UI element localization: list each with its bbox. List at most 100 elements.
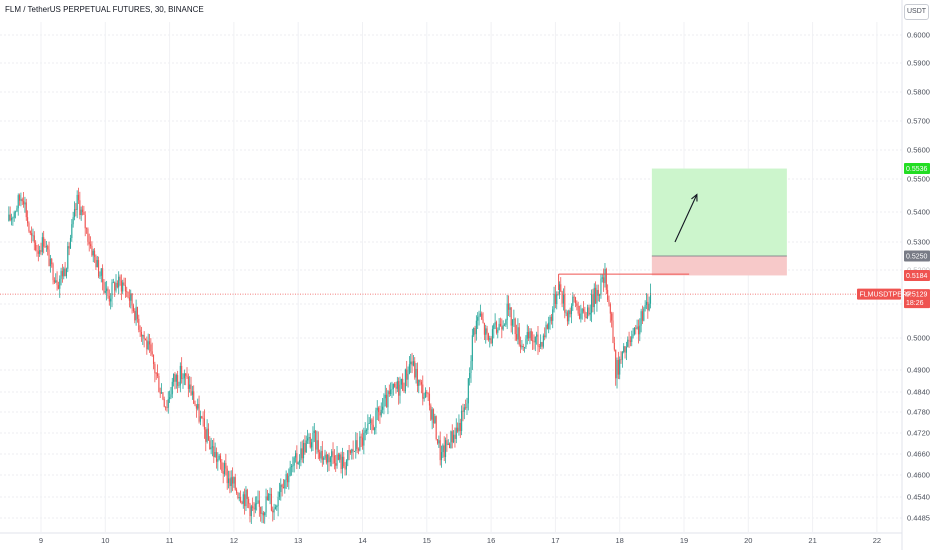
candle-body	[45, 246, 47, 248]
candle-body	[475, 320, 477, 335]
candle-body	[497, 329, 499, 333]
candle-body	[378, 407, 380, 413]
candle-body	[96, 260, 98, 268]
candle-body	[615, 349, 617, 379]
time-axis[interactable]: 9 10 11 12 13 14 15 16 17 18 19 20 21 22	[0, 532, 902, 545]
candle-body	[624, 346, 626, 353]
candle-body	[577, 305, 579, 314]
candle-body	[266, 496, 268, 501]
candle-body	[221, 462, 223, 472]
candle-body	[603, 277, 605, 283]
candle-body	[185, 373, 187, 376]
candle-body	[124, 285, 126, 292]
candle-body	[238, 497, 240, 499]
candle-body	[225, 462, 227, 469]
candle-body	[115, 282, 117, 291]
price-axis[interactable]: 0.6000 0.5900 0.5800 0.5700 0.5600 0.5500 0.54…	[901, 0, 930, 550]
candle-body	[43, 237, 45, 247]
candle-body	[462, 410, 464, 412]
candle-body	[72, 217, 74, 225]
candle-body	[446, 440, 448, 445]
currency-unit-button[interactable]: USDT	[904, 4, 929, 20]
candle-body	[280, 484, 282, 493]
candle-body	[399, 384, 401, 396]
price-tick-label: 0.4485	[907, 514, 930, 523]
price-tick-label: 0.5000	[907, 334, 930, 343]
candle-body	[434, 416, 436, 424]
candle-body	[631, 336, 633, 342]
candle-body	[632, 334, 634, 337]
candle-body	[493, 324, 495, 330]
candle-body	[102, 268, 104, 283]
candle-body	[33, 235, 35, 243]
candle-body	[245, 489, 247, 507]
candle-body	[59, 278, 61, 289]
candle-body	[169, 397, 171, 400]
candle-body	[339, 454, 341, 460]
candle-body	[317, 440, 319, 453]
position-zones[interactable]	[651, 168, 787, 276]
candle-body	[265, 496, 267, 513]
candle-body	[278, 492, 280, 497]
candle-body	[152, 354, 155, 365]
candle-body	[162, 392, 164, 400]
candle-body	[473, 327, 475, 336]
candle-body	[436, 439, 439, 444]
candle-body	[599, 294, 601, 296]
candle-body	[467, 378, 469, 404]
candle-body	[412, 361, 414, 366]
candle-body	[536, 334, 538, 337]
candle-body	[84, 214, 86, 229]
candle-body	[380, 409, 382, 416]
entry-price-tag-bg	[904, 250, 930, 262]
candle-body	[81, 209, 84, 213]
candle-body	[290, 466, 293, 468]
candle-body	[392, 383, 394, 389]
candle-body	[427, 393, 429, 395]
candle-body	[529, 331, 531, 339]
chart-grid	[0, 22, 902, 532]
candle-body	[374, 427, 376, 431]
candle-body	[438, 440, 440, 444]
candle-body	[296, 453, 298, 464]
candle-body	[526, 332, 528, 339]
candle-body	[80, 209, 82, 216]
price-tick-label: 0.5700	[907, 117, 930, 126]
candle-body	[365, 429, 368, 431]
candle-body	[253, 507, 255, 510]
candle-body	[135, 306, 137, 321]
candle-body	[261, 512, 263, 514]
candle-body	[114, 282, 116, 291]
candle-body	[293, 457, 295, 466]
price-tick-label: 0.4600	[907, 471, 930, 480]
candle-body	[305, 440, 307, 453]
candle-body	[156, 373, 159, 377]
candle-body	[53, 280, 55, 283]
candle-body	[382, 406, 384, 410]
candle-body	[569, 310, 571, 315]
candle-body	[183, 373, 185, 379]
candle-body	[123, 282, 125, 286]
candle-body	[645, 301, 648, 306]
candle-body	[430, 405, 432, 420]
time-tick-label: 11	[166, 536, 174, 545]
candle-body	[560, 284, 562, 292]
candle-body	[9, 214, 11, 221]
candle-body	[491, 329, 493, 344]
candle-body	[64, 268, 66, 277]
candle-body	[568, 310, 570, 322]
candle-body	[347, 450, 349, 461]
candle-body	[424, 392, 427, 398]
candle-body	[643, 308, 645, 321]
candle-body	[556, 294, 558, 304]
candle-body	[609, 304, 611, 314]
candle-body	[71, 224, 73, 239]
candle-body	[320, 450, 322, 459]
candle-body	[341, 456, 343, 469]
candle-body	[584, 311, 586, 317]
candle-body	[61, 271, 63, 277]
candle-body	[304, 442, 306, 453]
candle-body	[230, 477, 232, 487]
candle-body	[627, 339, 629, 347]
